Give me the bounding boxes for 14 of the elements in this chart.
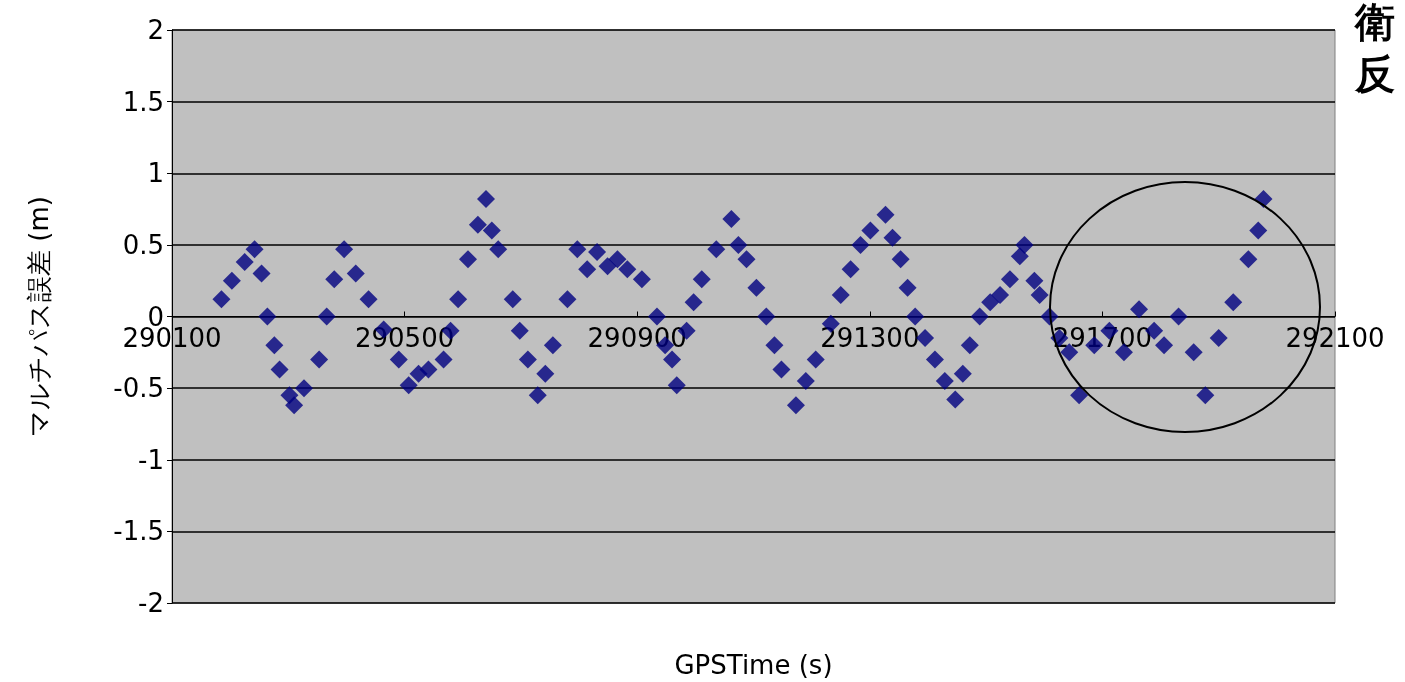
- text: 衛: [1354, 0, 1395, 45]
- x-tick-label: 291300: [820, 322, 920, 353]
- y-tick-label: 2: [147, 15, 164, 45]
- y-tick-label: 0.5: [122, 229, 164, 260]
- x-tick-label: 290500: [354, 322, 455, 353]
- y-tick-label: 1.5: [122, 86, 164, 117]
- y-axis-title: マルチパス誤差 (m): [24, 196, 54, 437]
- y-tick-label: 1: [147, 158, 164, 189]
- x-axis-title: GPSTime (s): [674, 649, 833, 680]
- y-tick-label: -1.5: [113, 516, 164, 547]
- y-tick-label: -0.5: [113, 373, 164, 404]
- y-tick-label: -1: [138, 444, 164, 475]
- y-tick-label: -2: [138, 588, 164, 618]
- text: 反: [1354, 51, 1395, 97]
